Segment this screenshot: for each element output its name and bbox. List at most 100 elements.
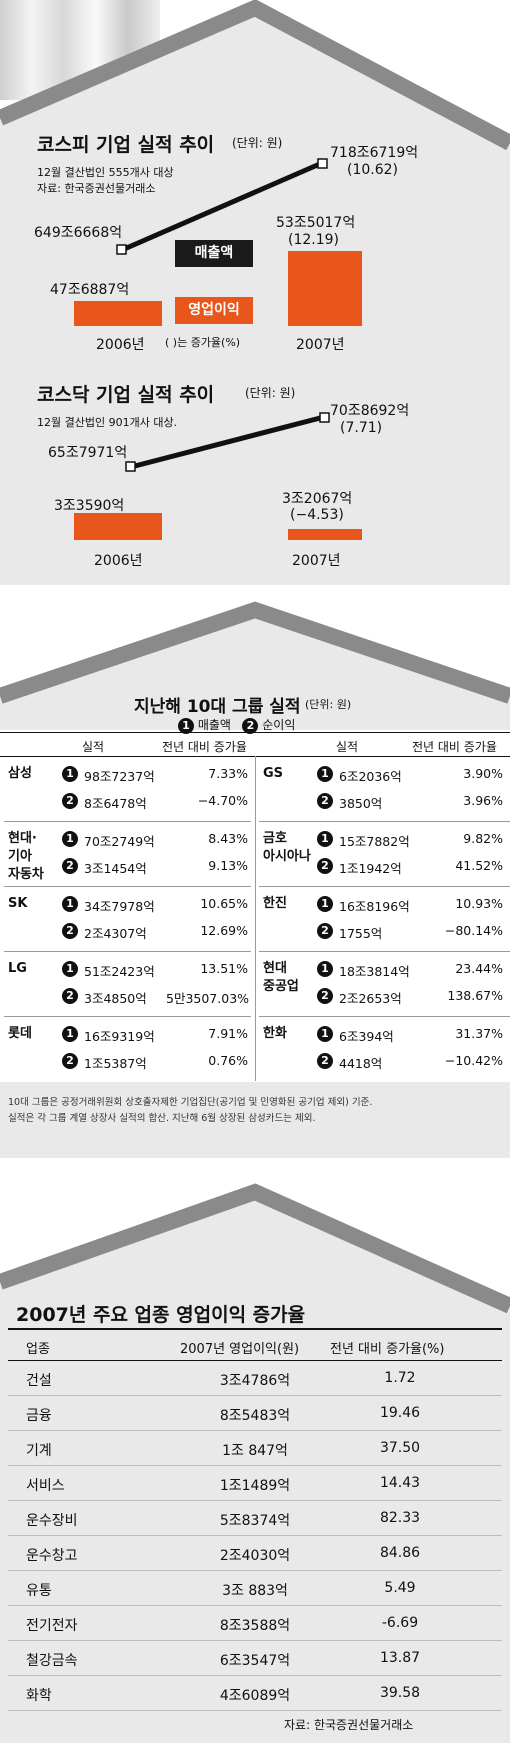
group-sales-value: 70조2749억 — [84, 834, 155, 849]
kospi-sales-2007-label: 718조6719억 — [330, 145, 419, 161]
industry-growth: 5.49 — [384, 1580, 416, 1596]
industry-panel: 2007년 주요 업종 영업이익 증가율 업종 2007년 영업이익(원) 전년… — [0, 1178, 510, 1743]
industry-row-divider — [8, 1535, 502, 1536]
group-sales-growth: 10.65% — [200, 896, 248, 911]
industry-op-income: 1조1489억 — [219, 1478, 291, 1494]
industry-growth: 19.46 — [379, 1405, 421, 1421]
group-net-value: 1조5387억 — [84, 1056, 147, 1071]
group-name: GS — [263, 766, 284, 781]
industry-op-income: 3조4786억 — [219, 1373, 291, 1389]
kospi-note-1: 12월 결산법인 555개사 대상 — [37, 166, 174, 179]
group-sales-value: 18조3814억 — [339, 964, 410, 979]
col-result-left: 실적 — [82, 740, 105, 754]
industry-row: 전기전자 8조3588억 -6.69 — [0, 1606, 510, 1641]
industry-growth: 39.58 — [379, 1685, 421, 1701]
group-sales-growth: 23.44% — [455, 961, 503, 976]
industry-op-income: 6조3547억 — [219, 1653, 291, 1669]
kosdaq-op-2007-bar — [288, 529, 362, 540]
group-mark-1: 1 — [317, 831, 333, 847]
group-name: SK — [8, 896, 28, 911]
group-net-value: 2조4307억 — [84, 926, 147, 941]
group-sales-growth: 8.43% — [208, 831, 248, 846]
industry-sector: 화학 — [26, 1688, 52, 1704]
group-sales-value: 6조394억 — [339, 1029, 394, 1044]
industry-row-divider — [8, 1675, 502, 1676]
group-name: 금호 아시아나 — [263, 831, 311, 864]
industry-row-divider — [8, 1500, 502, 1501]
industry-sector: 금융 — [26, 1408, 52, 1424]
row-divider — [259, 1016, 510, 1017]
kosdaq-sales-2007-label: 70조8692억 — [330, 403, 410, 419]
industry-col-op-income: 2007년 영업이익(원) — [180, 1342, 300, 1357]
kosdaq-note-1: 12월 결산법인 901개사 대상. — [37, 416, 178, 429]
group-net-growth: 12.69% — [200, 923, 248, 938]
group-sales-growth: 7.91% — [208, 1026, 248, 1041]
group-mark-2: 2 — [62, 858, 78, 874]
kosdaq-year-2006: 2006년 — [94, 553, 143, 569]
kospi-sales-2007-marker — [317, 158, 328, 169]
kospi-title: 코스피 기업 실적 추이 — [37, 134, 215, 156]
industry-sector: 운수장비 — [26, 1513, 78, 1529]
group-mark-2: 2 — [317, 793, 333, 809]
kosdaq-op-2007-label: 3조2067억 — [282, 491, 353, 507]
kospi-kosdaq-panel: 코스피 기업 실적 추이 (단위: 원) 12월 결산법인 555개사 대상 자… — [0, 0, 510, 585]
industry-table: 건설 3조4786억 1.72 금융 8조5483억 19.46 기계 1조 847억 37.5… — [0, 1361, 510, 1711]
group-net-growth: 5만3507.03% — [166, 991, 250, 1006]
group-mark-2: 2 — [62, 923, 78, 939]
group-mark-2: 2 — [62, 793, 78, 809]
kosdaq-unit: (단위: 원) — [245, 386, 296, 400]
industry-sector: 유통 — [26, 1583, 52, 1599]
industry-row: 서비스 1조1489억 14.43 — [0, 1466, 510, 1501]
groups-legend: 1 매출액 2 순이익 — [178, 716, 295, 734]
industry-title: 2007년 주요 업종 영업이익 증가율 — [16, 1304, 306, 1326]
group-mark-1: 1 — [317, 896, 333, 912]
group-name: 한진 — [263, 896, 287, 911]
industry-row-divider — [8, 1430, 502, 1431]
industry-growth: 1.72 — [384, 1370, 416, 1386]
group-net-value: 2조2653억 — [339, 991, 402, 1006]
group-mark-2: 2 — [62, 1053, 78, 1069]
group-sales-value: 16조9319억 — [84, 1029, 155, 1044]
group-net-value: 3조1454억 — [84, 861, 147, 876]
group-net-growth: 9.13% — [208, 858, 248, 873]
kospi-op-growth-label: (12.19) — [288, 232, 340, 248]
industry-col-growth: 전년 대비 증가율(%) — [330, 1342, 445, 1357]
group-net-growth: 3.96% — [463, 793, 503, 808]
row-divider — [4, 886, 251, 887]
group-net-value: 3850억 — [339, 796, 383, 811]
group-mark-2: 2 — [317, 923, 333, 939]
industry-op-income: 5조8374억 — [219, 1513, 291, 1529]
kosdaq-sales-2006-marker — [125, 461, 136, 472]
groups-footnote-2: 실적은 각 그룹 계열 상장사 실적의 합산. 지난해 6월 상장된 삼성카드는… — [8, 1113, 316, 1124]
roof-1 — [0, 0, 510, 585]
industry-row: 운수창고 2조4030억 84.86 — [0, 1536, 510, 1571]
legend-sales: 매출액 — [197, 718, 231, 732]
industry-row-divider — [8, 1395, 502, 1396]
group-mark-1: 1 — [62, 1026, 78, 1042]
industry-row-divider — [8, 1465, 502, 1466]
row-divider — [4, 1016, 251, 1017]
row-divider — [259, 886, 510, 887]
industry-growth: 82.33 — [379, 1510, 421, 1526]
industry-op-income: 4조6089억 — [219, 1688, 291, 1704]
group-sales-growth: 31.37% — [455, 1026, 503, 1041]
industry-row: 유통 3조 883억 5.49 — [0, 1571, 510, 1606]
industry-sector: 기계 — [26, 1443, 52, 1459]
industry-sector: 운수창고 — [26, 1548, 78, 1564]
group-sales-value: 98조7237억 — [84, 769, 155, 784]
col-result-right: 실적 — [336, 740, 359, 754]
group-mark-2: 2 — [317, 988, 333, 1004]
kospi-sales-growth-label: (10.62) — [347, 162, 399, 178]
industry-row-divider — [8, 1710, 502, 1711]
industry-source: 자료: 한국증권선물거래소 — [284, 1718, 414, 1732]
groups-panel: 지난해 10대 그룹 실적 (단위: 원) 1 매출액 2 순이익 실적 전년 … — [0, 598, 510, 1158]
kospi-op-2007-bar — [288, 251, 362, 326]
group-sales-value: 15조7882억 — [339, 834, 410, 849]
group-name: 삼성 — [8, 766, 32, 781]
kospi-sales-2006-label: 649조6668억 — [34, 225, 123, 241]
kospi-unit: (단위: 원) — [232, 136, 283, 150]
kosdaq-op-2006-label: 3조3590억 — [54, 498, 125, 514]
industry-growth: -6.69 — [381, 1615, 419, 1631]
industry-sector: 철강금속 — [26, 1653, 78, 1669]
industry-growth: 14.43 — [379, 1475, 421, 1491]
